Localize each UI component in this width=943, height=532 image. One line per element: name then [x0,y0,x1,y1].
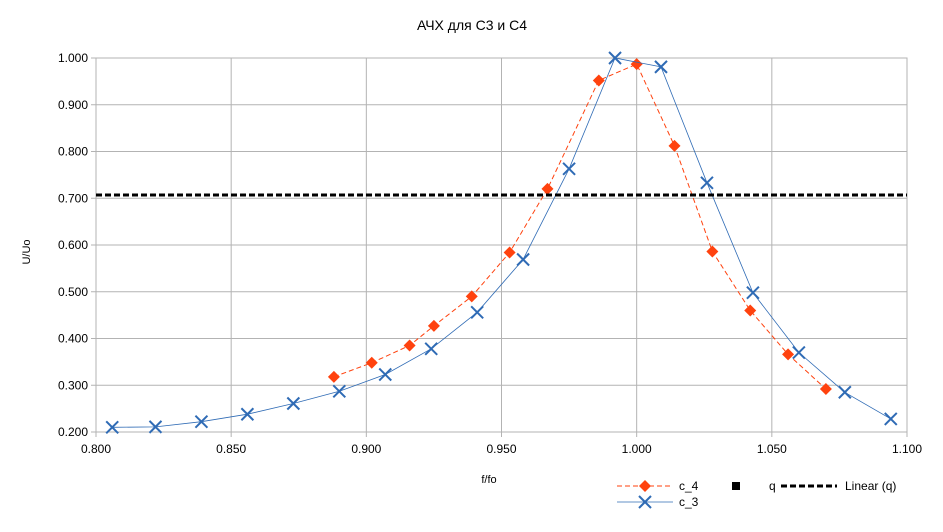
x-marker-stroke [654,60,668,74]
data-point-c-3 [700,176,714,190]
data-point-c-3 [470,305,484,320]
x-tick-label: 0.800 [81,442,111,456]
data-point-c-3 [654,60,668,74]
data-point-c-3 [608,51,622,65]
data-point-c-3 [838,385,852,399]
data-point-c-3 [332,384,347,399]
x-marker-stroke [700,176,714,190]
legend-swatch-marker [732,482,740,490]
data-point-c-4 [403,339,416,352]
legend: c_4 c_3 q Linear (q) [617,479,896,509]
data-point-c-3 [194,415,209,429]
data-point-c-4 [541,182,554,195]
legend-swatch-marker [639,480,651,492]
legend-item-c-3: c_3 [617,495,699,509]
y-tick-label: 0.700 [58,191,88,205]
data-point-c-3 [562,162,576,176]
data-point-c-3 [148,420,163,434]
y-tick-label: 0.400 [58,332,88,346]
legend-item-c-4: c_4 [617,479,699,493]
data-point-c-3 [516,252,530,267]
series-line-c-3 [112,57,892,428]
y-tick-label: 0.800 [58,145,88,159]
x-marker-stroke [884,412,898,426]
grid [95,57,908,433]
data-point-c-4 [592,74,605,87]
data-point-c-3 [884,412,898,426]
axes: 0.800 0.850 0.900 0.950 1.000 1.050 1.100 0.200… [58,51,922,456]
x-marker-stroke [608,51,622,65]
x-marker-stroke [470,305,484,320]
plot-area-border [95,57,908,433]
data-point-c-3 [105,420,119,435]
data-point-c-4 [465,290,478,303]
y-axis-title: U/Uo [21,239,33,264]
data-point-c-4 [744,304,757,317]
x-marker-stroke [378,367,392,382]
x-tick-label: 0.850 [216,442,246,456]
x-tick-label: 0.950 [486,442,516,456]
x-marker-stroke [516,252,530,267]
x-marker-stroke [562,162,576,176]
x-marker-stroke [148,420,163,434]
data-point-c-3 [378,367,392,382]
x-marker-stroke [838,385,852,399]
data-point-c-4 [327,370,340,383]
x-marker-stroke [105,420,119,435]
y-tick-label: 0.500 [58,285,88,299]
y-tick-label: 0.200 [58,425,88,439]
y-tick-label: 0.900 [58,98,88,112]
x-tick-label: 1.050 [757,442,787,456]
data-point-c-3 [240,407,255,421]
legend-swatch-marker [638,495,652,509]
data-point-c-3 [286,396,301,411]
x-axis-title: f/fo [481,474,496,486]
y-tick-label: 0.300 [58,378,88,392]
legend-item-linear-q: Linear (q) [781,479,896,493]
data-point-c-3 [424,342,438,356]
legend-item-q: q [732,479,776,493]
x-marker-stroke [638,495,652,509]
data-point-c-4 [630,58,643,71]
x-marker-stroke [332,384,347,399]
series-c-3 [105,51,898,435]
series-layer [96,51,907,435]
x-marker-stroke [792,345,806,360]
x-marker-stroke [424,342,438,356]
data-point-c-4 [819,382,832,395]
x-marker-stroke [194,415,209,429]
data-point-c-4 [706,245,719,258]
y-tick-label: 0.600 [58,238,88,252]
series-c-4 [327,58,832,395]
legend-label: q [769,479,776,493]
data-point-c-3 [792,345,806,360]
data-point-c-4 [668,139,681,152]
x-tick-label: 0.900 [351,442,381,456]
x-marker-stroke [286,396,301,411]
data-point-c-3 [746,285,760,300]
legend-label: c_4 [679,479,699,493]
legend-label: Linear (q) [845,479,896,493]
x-marker-stroke [746,285,760,300]
x-marker-stroke [240,407,255,421]
series-line-c-4 [333,63,827,390]
x-tick-label: 1.000 [622,442,652,456]
data-point-c-4 [782,348,795,361]
y-tick-label: 1.000 [58,51,88,65]
data-point-c-4 [427,319,440,332]
data-point-c-4 [503,246,516,259]
data-point-c-4 [365,356,378,369]
x-tick-label: 1.100 [892,442,922,456]
legend-label: c_3 [679,495,699,509]
chart-title: АЧХ для С3 и С4 [417,17,527,33]
